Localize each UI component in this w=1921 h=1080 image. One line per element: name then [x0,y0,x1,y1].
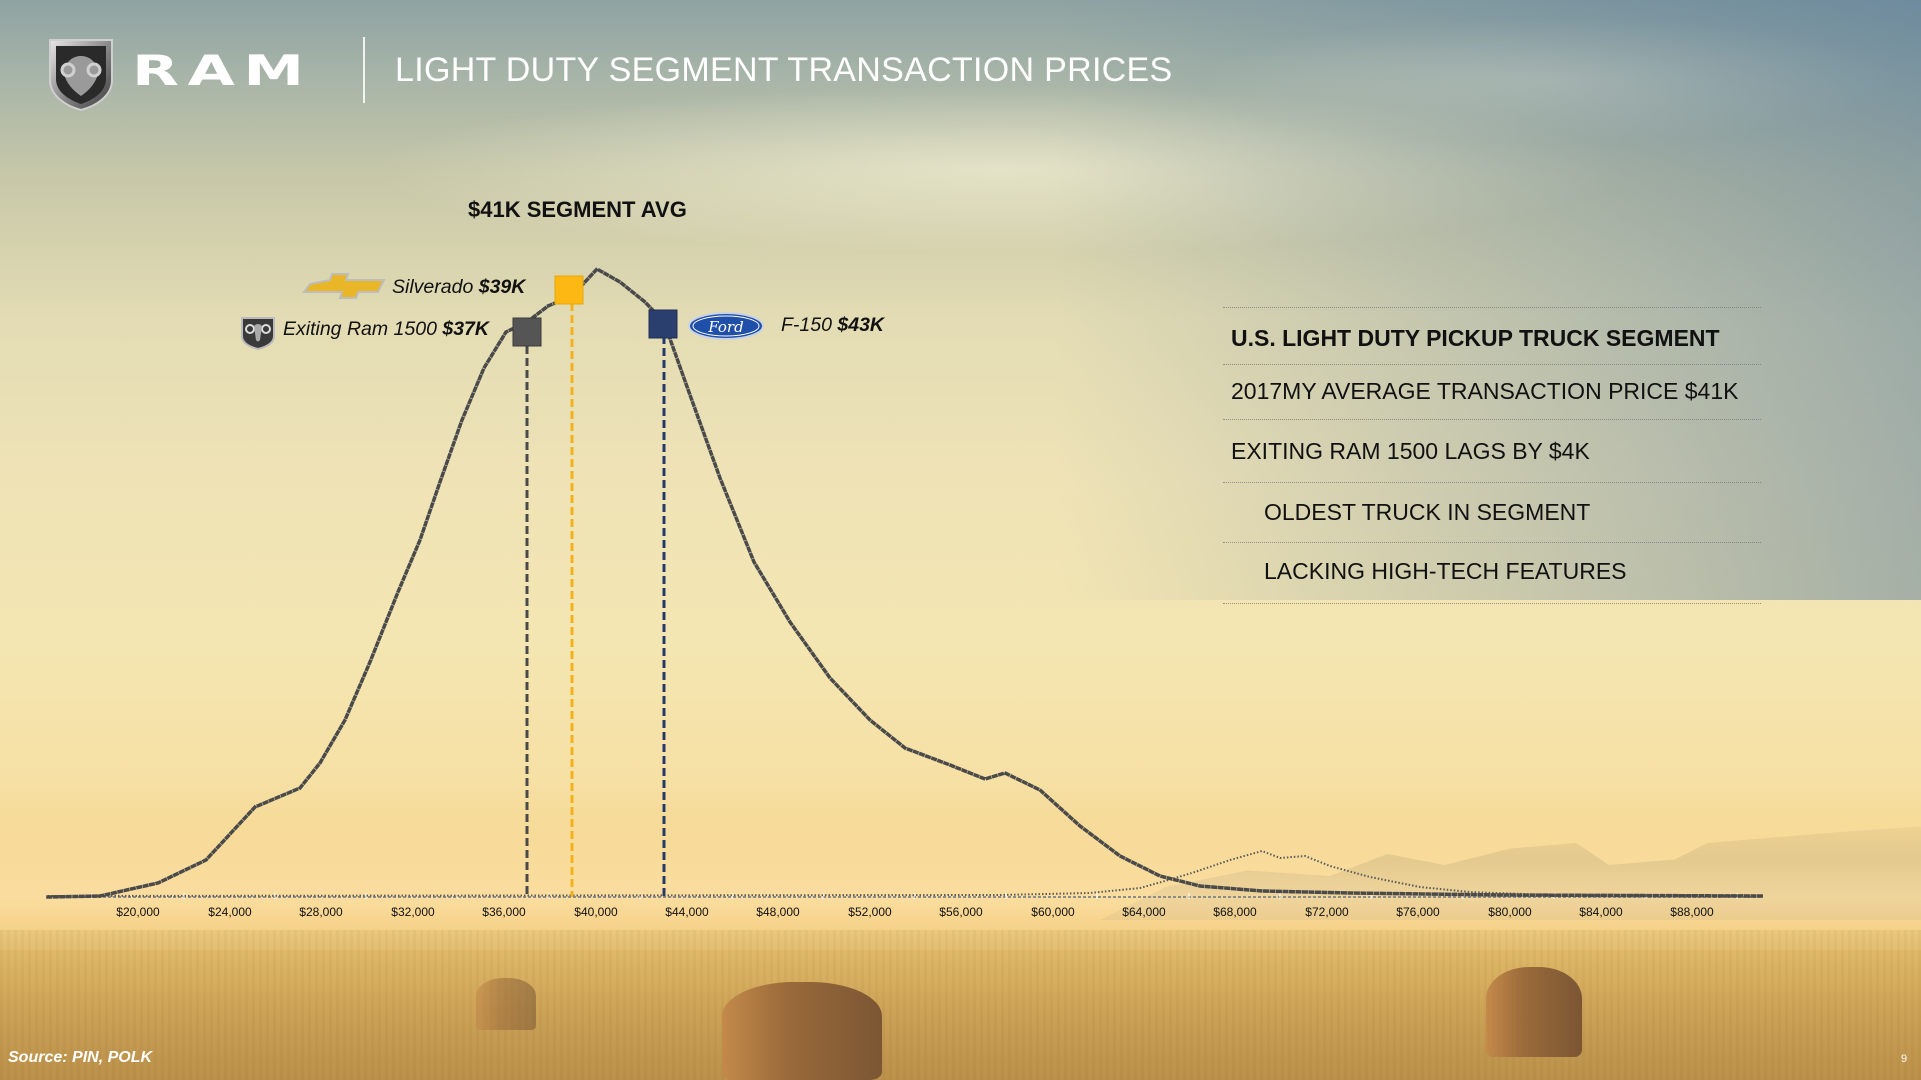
brand-wordmark: RAM [132,46,313,95]
page-number: 9 [1901,1053,1908,1065]
field-background [0,930,1921,1080]
ram-badge-icon [241,317,275,351]
svg-text:$60,000: $60,000 [1031,905,1075,919]
svg-text:$24,000: $24,000 [208,905,252,919]
page-title: LIGHT DUTY SEGMENT TRANSACTION PRICES [395,51,1173,89]
svg-text:$28,000: $28,000 [299,905,343,919]
ram-price: $37K [442,318,489,340]
silverado-marker [554,275,584,305]
svg-text:$84,000: $84,000 [1579,905,1623,919]
svg-text:$48,000: $48,000 [756,905,800,919]
svg-text:$64,000: $64,000 [1122,905,1166,919]
panel-heading: U.S. LIGHT DUTY PICKUP TRUCK SEGMENT [1223,307,1761,364]
segment-average-annotation: $41K SEGMENT AVG [468,197,687,222]
secondary-distribution-curve [47,849,1763,897]
svg-text:$56,000: $56,000 [939,905,983,919]
ram-label: Exiting Ram 1500 $37K [283,318,489,341]
segment-info-panel: U.S. LIGHT DUTY PICKUP TRUCK SEGMENT 201… [1223,307,1761,604]
source-note: Source: PIN, POLK [8,1049,153,1066]
svg-text:$52,000: $52,000 [848,905,892,919]
chevrolet-bowtie-icon [302,273,386,299]
hay-bale [722,982,882,1080]
panel-row-lacking-tech: LACKING HIGH-TECH FEATURES [1223,542,1761,604]
svg-text:Ford: Ford [707,318,743,336]
panel-row-average-price: 2017MY AVERAGE TRANSACTION PRICE $41K [1223,364,1761,419]
svg-text:$20,000: $20,000 [116,905,160,919]
f150-name: F-150 [781,314,832,336]
silverado-price: $39K [478,276,526,298]
hay-bale [1486,967,1582,1057]
svg-text:$32,000: $32,000 [391,905,435,919]
hay-bale [476,978,536,1030]
f150-marker [648,309,678,339]
silverado-name: Silverado [392,276,474,298]
f150-price: $43K [837,314,884,336]
ram-marker [512,317,542,347]
ram-shield-logo-icon [49,39,113,112]
morning-haze [0,820,1921,950]
svg-text:$88,000: $88,000 [1670,905,1714,919]
panel-row-ram-lags: EXITING RAM 1500 LAGS BY $4K [1223,419,1761,482]
svg-text:$44,000: $44,000 [665,905,709,919]
svg-text:$80,000: $80,000 [1488,905,1532,919]
ram-name: Exiting Ram 1500 [283,318,437,340]
header-divider [363,37,365,103]
segment-distribution-curve [46,266,1764,899]
panel-row-oldest-truck: OLDEST TRUCK IN SEGMENT [1223,482,1761,542]
svg-text:$68,000: $68,000 [1213,905,1257,919]
x-axis-tick-labels: $20,000 $24,000 $28,000 $32,000 $36,000 … [116,905,1714,919]
f150-label: F-150 $43K [781,314,884,337]
svg-text:$76,000: $76,000 [1396,905,1440,919]
svg-text:$72,000: $72,000 [1305,905,1349,919]
svg-text:$36,000: $36,000 [482,905,526,919]
svg-text:$40,000: $40,000 [574,905,618,919]
ford-oval-icon: Ford [688,312,764,340]
silverado-label: Silverado $39K [392,276,525,299]
